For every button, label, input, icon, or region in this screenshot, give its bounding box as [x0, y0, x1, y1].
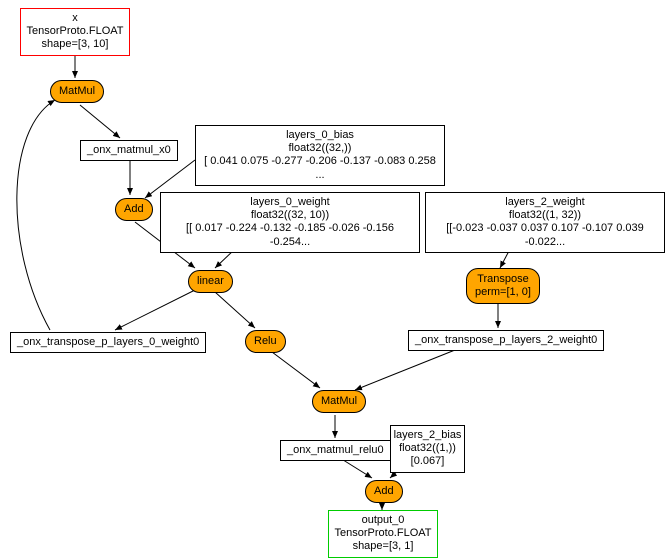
matmul2-op: MatMul [312, 390, 366, 413]
label: [[ 0.017 -0.224 -0.132 -0.185 -0.026 -0.… [167, 222, 413, 248]
label: float32((1, 32)) [509, 209, 581, 222]
label: [0.067] [411, 455, 445, 468]
label: MatMul [321, 395, 357, 408]
label: _onx_transpose_p_layers_0_weight0 [17, 336, 199, 349]
matmul1-op: MatMul [50, 80, 104, 103]
transpose-op: Transpose perm=[1, 0] [466, 268, 540, 304]
layers-0-weight: layers_0_weight float32((32, 10)) [[ 0.0… [160, 192, 420, 253]
edge-layer [0, 0, 672, 543]
label: float32((32, 10)) [251, 209, 329, 222]
relu-op: Relu [245, 330, 286, 353]
onx-transpose-0: _onx_transpose_p_layers_0_weight0 [10, 332, 206, 353]
label: Transpose [477, 273, 529, 286]
label: float32((32,)) [289, 142, 352, 155]
add2-op: Add [365, 480, 403, 503]
label: layers_2_bias [394, 429, 462, 442]
label: layers_0_weight [250, 196, 330, 209]
label: MatMul [59, 85, 95, 98]
label: _onx_matmul_relu0 [287, 444, 384, 457]
label: Relu [254, 335, 277, 348]
layers-2-bias: layers_2_bias float32((1,)) [0.067] [390, 425, 465, 473]
output-0: output_0 TensorProto.FLOAT shape=[3, 1] [328, 510, 438, 558]
layers-2-weight: layers_2_weight float32((1, 32)) [[-0.02… [425, 192, 665, 253]
label: TensorProto.FLOAT [335, 527, 432, 540]
label: _onx_transpose_p_layers_2_weight0 [415, 334, 597, 347]
label: [[-0.023 -0.037 0.037 0.107 -0.107 0.039… [432, 222, 658, 248]
label: [ 0.041 0.075 -0.277 -0.206 -0.137 -0.08… [202, 155, 438, 181]
label: Add [124, 203, 144, 216]
label: Add [374, 485, 394, 498]
add1-op: Add [115, 198, 153, 221]
label: TensorProto.FLOAT [27, 25, 124, 38]
label: output_0 [362, 514, 405, 527]
onx-matmul-x0: _onx_matmul_x0 [80, 140, 178, 161]
label: _onx_matmul_x0 [87, 144, 171, 157]
onx-transpose-2: _onx_transpose_p_layers_2_weight0 [408, 330, 604, 351]
input-x: x TensorProto.FLOAT shape=[3, 10] [20, 8, 130, 56]
label: layers_2_weight [505, 196, 585, 209]
layers-0-bias: layers_0_bias float32((32,)) [ 0.041 0.0… [195, 125, 445, 186]
label: shape=[3, 1] [353, 540, 414, 553]
label: layers_0_bias [286, 129, 354, 142]
label: x [72, 12, 78, 25]
onx-matmul-relu0: _onx_matmul_relu0 [280, 440, 391, 461]
linear-op: linear [188, 270, 233, 293]
label: shape=[3, 10] [42, 38, 109, 51]
label: perm=[1, 0] [475, 286, 531, 299]
label: float32((1,)) [399, 442, 456, 455]
label: linear [197, 275, 224, 288]
